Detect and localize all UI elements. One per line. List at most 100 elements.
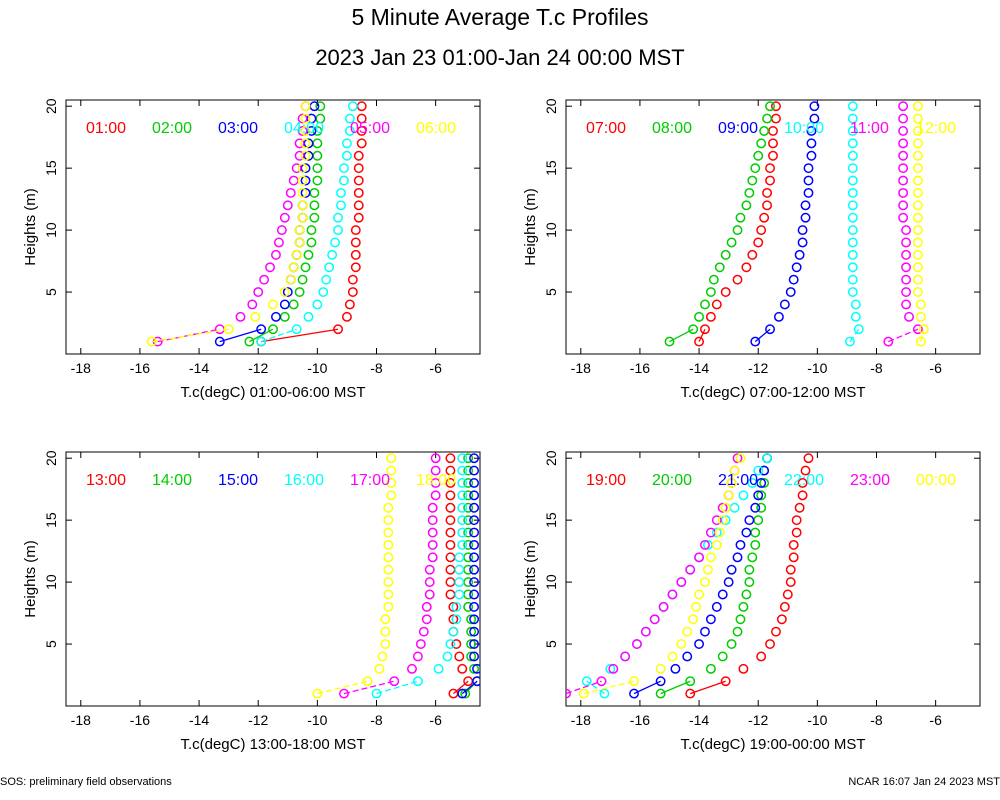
data-point [347, 274, 358, 285]
data-point [797, 478, 808, 488]
data-point [433, 663, 444, 674]
data-point [336, 200, 346, 211]
data-point [315, 101, 326, 112]
data-point [912, 150, 923, 161]
data-point [330, 237, 341, 248]
data-point [421, 614, 432, 625]
data-point [339, 163, 349, 174]
data-point [430, 465, 441, 476]
data-point [768, 126, 778, 136]
data-point [735, 212, 746, 223]
series-connector [376, 680, 419, 695]
legend-entry: 19:00 [586, 472, 626, 489]
data-point [741, 589, 752, 600]
data-point [901, 249, 912, 260]
x-tick-label: -12 [248, 360, 268, 376]
data-point [788, 539, 799, 550]
data-point [753, 237, 764, 248]
data-point [362, 676, 373, 687]
data-point [424, 577, 435, 588]
data-point [723, 490, 734, 501]
data-point [732, 552, 743, 563]
chart-panel-3: -18 -16 -14 -12 -10 -8 -6 5 10 15 20 T.c(degC) 13:0… [22, 450, 481, 753]
legend-entry: 00:00 [916, 472, 956, 489]
data-point [797, 225, 808, 236]
data-point [457, 515, 468, 526]
data-point [297, 200, 308, 211]
data-point [371, 688, 382, 699]
data-point [353, 212, 364, 223]
legend-entry: 20:00 [652, 472, 692, 489]
data-point [424, 589, 435, 600]
data-point [472, 676, 480, 687]
plot-area [146, 101, 367, 347]
data-point [291, 324, 302, 335]
data-point [700, 577, 710, 588]
legend-entry: 02:00 [152, 120, 192, 137]
data-point [445, 465, 456, 476]
data-point [297, 126, 308, 136]
data-point [457, 478, 468, 488]
data-point [785, 287, 796, 297]
data-point [694, 639, 705, 649]
data-point [700, 299, 710, 310]
data-point [809, 113, 820, 124]
data-point [729, 465, 740, 476]
data-point [901, 274, 912, 285]
x-tick-label: -12 [248, 712, 268, 728]
y-tick-label: 10 [43, 574, 59, 590]
data-point [353, 200, 364, 211]
data-point [469, 453, 480, 464]
data-point [809, 101, 820, 112]
data-point [620, 651, 631, 662]
data-point [901, 299, 912, 310]
data-point [705, 287, 716, 297]
x-tick-label: -10 [307, 360, 327, 376]
data-point [469, 502, 480, 513]
x-tick-label: -8 [870, 712, 883, 728]
data-point [744, 577, 755, 588]
data-point [847, 287, 858, 297]
data-point [726, 639, 737, 649]
data-point [445, 502, 456, 513]
data-point [912, 187, 923, 198]
data-point [291, 249, 302, 260]
data-point [800, 465, 811, 476]
data-point [750, 502, 761, 513]
data-point [912, 101, 923, 112]
data-point [723, 577, 734, 588]
data-point [282, 287, 293, 297]
data-point [915, 299, 926, 310]
data-point [415, 639, 426, 649]
data-point [747, 552, 758, 563]
data-point [747, 249, 758, 260]
data-point [898, 138, 909, 149]
data-point [259, 274, 270, 285]
data-point [756, 490, 767, 501]
series-connector [317, 680, 368, 695]
y-tick-label: 15 [543, 160, 559, 176]
data-point [412, 651, 423, 662]
data-point [759, 478, 770, 488]
data-point [469, 577, 480, 588]
data-point [741, 262, 752, 273]
data-point [273, 237, 284, 248]
data-point [806, 126, 817, 136]
data-point [214, 324, 225, 335]
data-point [356, 113, 367, 124]
footer-note: SOS: preliminary field observations [0, 776, 172, 788]
data-point [386, 453, 397, 464]
data-point [457, 688, 468, 699]
data-point [765, 324, 775, 335]
data-point [605, 663, 616, 674]
data-point [581, 676, 592, 687]
data-point [300, 187, 311, 198]
data-point [454, 564, 465, 575]
data-point [282, 200, 293, 211]
legend-entry: 12:00 [916, 120, 956, 137]
data-point [339, 175, 349, 186]
data-point [469, 552, 480, 563]
data-point [309, 200, 320, 211]
data-point [759, 126, 770, 136]
x-tick-label: -16 [630, 712, 650, 728]
